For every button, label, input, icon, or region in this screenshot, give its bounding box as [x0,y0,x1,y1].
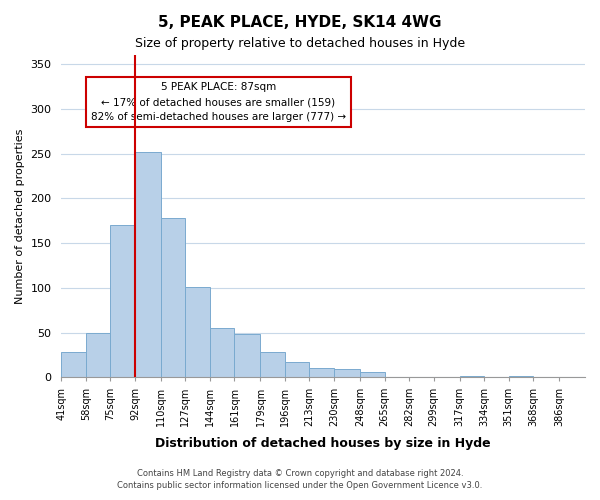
Y-axis label: Number of detached properties: Number of detached properties [15,128,25,304]
Bar [185,287,210,378]
Bar [110,225,135,378]
Text: Contains HM Land Registry data © Crown copyright and database right 2024.
Contai: Contains HM Land Registry data © Crown c… [118,468,482,490]
Bar [210,328,235,378]
Bar [285,362,310,378]
Text: 5 PEAK PLACE: 87sqm
← 17% of detached houses are smaller (159)
82% of semi-detac: 5 PEAK PLACE: 87sqm ← 17% of detached ho… [91,82,346,122]
Bar [509,376,533,378]
Bar [260,352,285,378]
Bar [61,352,86,378]
Text: 5, PEAK PLACE, HYDE, SK14 4WG: 5, PEAK PLACE, HYDE, SK14 4WG [158,15,442,30]
Bar [460,376,484,378]
Bar [334,368,360,378]
Bar [86,332,110,378]
Bar [135,152,161,378]
Bar [161,218,185,378]
Text: Size of property relative to detached houses in Hyde: Size of property relative to detached ho… [135,38,465,51]
Bar [360,372,385,378]
Bar [310,368,334,378]
X-axis label: Distribution of detached houses by size in Hyde: Distribution of detached houses by size … [155,437,491,450]
Bar [235,334,260,378]
